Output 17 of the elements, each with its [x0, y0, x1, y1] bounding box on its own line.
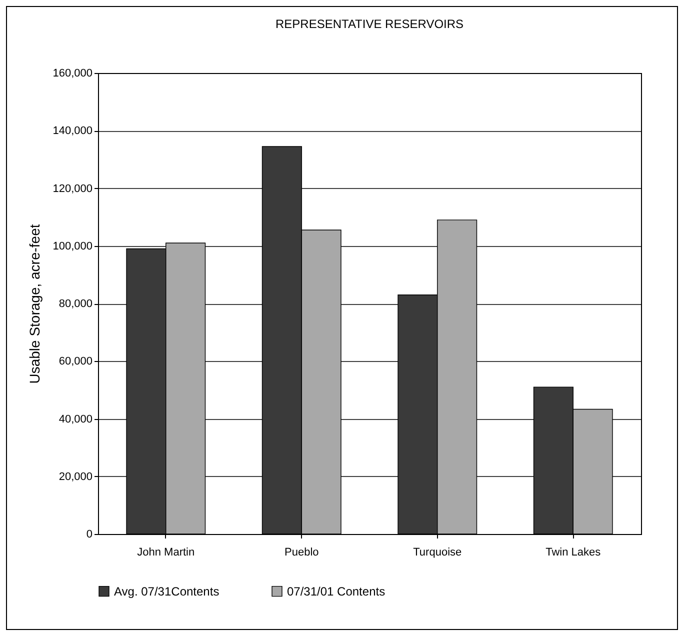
x-tick-label: Pueblo	[284, 546, 319, 558]
y-tick-label: 120,000	[52, 182, 92, 195]
chart-title: REPRESENTATIVE RESERVOIRS	[275, 17, 464, 31]
legend-label: Avg. 07/31Contents	[114, 584, 220, 598]
y-tick-label: 80,000	[58, 298, 92, 310]
y-tick-label: 160,000	[52, 68, 92, 80]
y-tick-label: 0	[86, 528, 92, 540]
y-tick-label: 40,000	[58, 413, 92, 426]
x-tick-label: John Martin	[137, 546, 195, 558]
x-tick-label: Turquoise	[413, 546, 462, 558]
legend-label: 07/31/01 Contents	[287, 584, 386, 598]
y-axis-title: Usable Storage, acre-feet	[26, 224, 43, 384]
y-tick-label: 140,000	[52, 125, 92, 138]
y-tick-label: 100,000	[52, 240, 92, 252]
y-tick-label: 60,000	[58, 356, 92, 368]
y-tick-label: 20,000	[58, 470, 92, 483]
x-tick-label: Twin Lakes	[546, 546, 602, 558]
